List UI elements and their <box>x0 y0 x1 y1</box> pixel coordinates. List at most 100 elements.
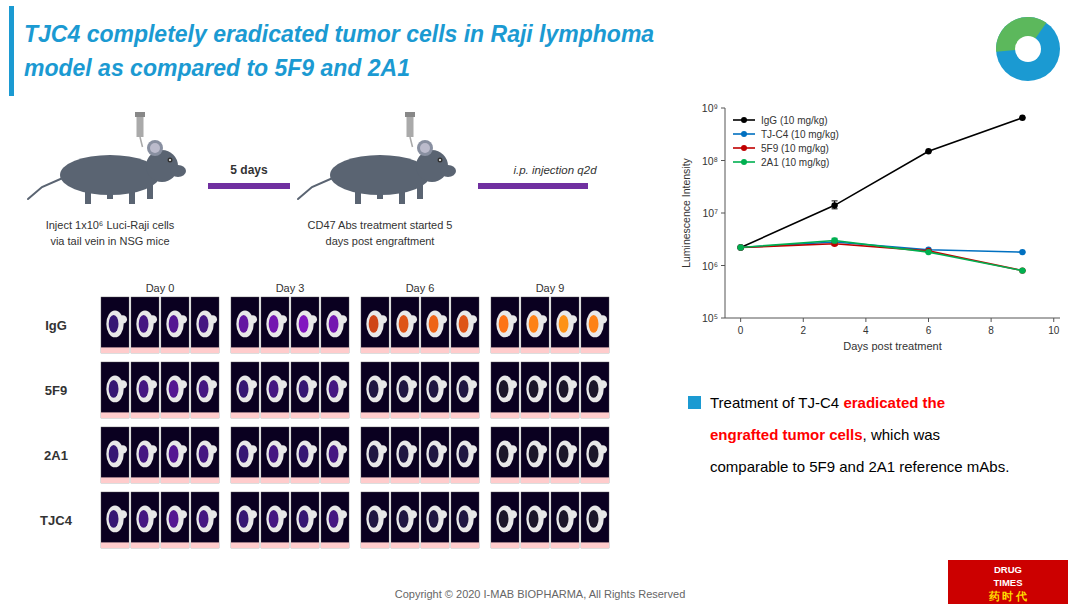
panel-bg <box>131 297 159 353</box>
panel-mouse-head <box>569 380 577 388</box>
panel-mouse <box>366 375 383 402</box>
mouse-ear-inner <box>150 143 160 153</box>
panel-scale <box>321 412 349 418</box>
panel-signal <box>369 315 379 333</box>
copyright: Copyright © 2020 I-MAB BIOPHARMA, All Ri… <box>395 588 686 600</box>
panel-bg <box>491 427 519 483</box>
panel-mouse <box>326 505 343 532</box>
panel-signal <box>109 380 119 398</box>
panel-signal <box>199 510 209 528</box>
panel-mouse <box>196 440 213 467</box>
panel-signal <box>239 445 249 463</box>
image-panel <box>491 492 519 548</box>
image-panel <box>421 492 449 548</box>
image-panel <box>491 297 519 353</box>
panel-mouse-head <box>599 445 607 453</box>
panel-signal <box>299 315 309 333</box>
panel-mouse-head <box>599 315 607 323</box>
image-panel <box>321 492 349 548</box>
panel-scale <box>551 477 579 483</box>
panel-mouse-head <box>539 315 547 323</box>
bullet <box>688 396 701 409</box>
panel-mouse-head <box>119 380 127 388</box>
panel-scale <box>131 542 159 548</box>
panel-mouse <box>266 375 283 402</box>
logo-text: TIMES <box>993 577 1022 588</box>
mouse-body <box>60 155 160 195</box>
protocol-bar <box>478 183 588 189</box>
mouse-ear <box>147 140 163 156</box>
panel-mouse-head <box>279 315 287 323</box>
mouse-ear <box>417 140 433 156</box>
panel-mouse <box>456 440 473 467</box>
panel-bg <box>421 297 449 353</box>
image-panel <box>521 492 549 548</box>
panel-mouse-head <box>539 445 547 453</box>
panel-mouse <box>496 310 513 337</box>
panel-mouse <box>456 375 473 402</box>
row-label: 5F9 <box>45 383 67 398</box>
panel-scale <box>131 477 159 483</box>
panel-mouse-head <box>409 315 417 323</box>
panel-scale <box>191 477 219 483</box>
panel-mouse <box>106 505 123 532</box>
panel-mouse <box>166 375 183 402</box>
panel-bg <box>521 362 549 418</box>
panel-mouse <box>426 440 443 467</box>
x-tick-label: 2 <box>800 325 806 336</box>
mouse-eye <box>438 158 443 163</box>
panel-mouse <box>106 310 123 337</box>
panel-mouse <box>106 440 123 467</box>
panel-scale <box>451 412 479 418</box>
panel-mouse-head <box>379 445 387 453</box>
syringe-barrel <box>137 117 144 137</box>
image-panel <box>131 362 159 418</box>
panel-scale <box>261 477 289 483</box>
mouse-body <box>330 155 430 195</box>
panel-signal <box>369 510 379 528</box>
panel-bg <box>321 492 349 548</box>
x-tick <box>928 318 929 322</box>
mouse-eye <box>168 158 173 163</box>
panel-mouse <box>196 505 213 532</box>
panel-signal <box>499 315 509 333</box>
panel-mouse-head <box>249 380 257 388</box>
logo-text: DRUG <box>994 564 1022 575</box>
panel-signal <box>199 445 209 463</box>
panel-bg <box>131 492 159 548</box>
panel-mouse <box>236 375 253 402</box>
data-point <box>925 249 931 255</box>
image-panel <box>321 427 349 483</box>
x-axis-line <box>725 318 1060 319</box>
panel-mouse <box>396 505 413 532</box>
panel-bg <box>321 297 349 353</box>
image-panel <box>131 492 159 548</box>
panel-mouse-head <box>599 380 607 388</box>
panel-scale <box>421 412 449 418</box>
panel-bg <box>161 427 189 483</box>
panel-mouse <box>136 440 153 467</box>
panel-signal <box>139 510 149 528</box>
panel-signal <box>269 510 279 528</box>
panel-signal <box>369 445 379 463</box>
syringe-needle <box>140 137 143 147</box>
x-tick <box>740 318 741 322</box>
panel-mouse <box>366 310 383 337</box>
panel-mouse <box>496 375 513 402</box>
panel-bg <box>291 362 319 418</box>
panel-signal <box>169 380 179 398</box>
error-bar-cap <box>832 200 838 201</box>
panel-scale <box>581 542 609 548</box>
panel-signal <box>459 315 469 333</box>
image-panel <box>291 362 319 418</box>
panel-scale <box>231 477 259 483</box>
data-point <box>1019 267 1025 273</box>
panel-mouse-head <box>119 315 127 323</box>
image-panel <box>261 362 289 418</box>
panel-mouse-head <box>439 445 447 453</box>
panel-scale <box>361 347 389 353</box>
mouse-eye-shine <box>169 159 171 161</box>
panel-signal <box>239 380 249 398</box>
panel-signal <box>269 445 279 463</box>
panel-signal <box>499 445 509 463</box>
